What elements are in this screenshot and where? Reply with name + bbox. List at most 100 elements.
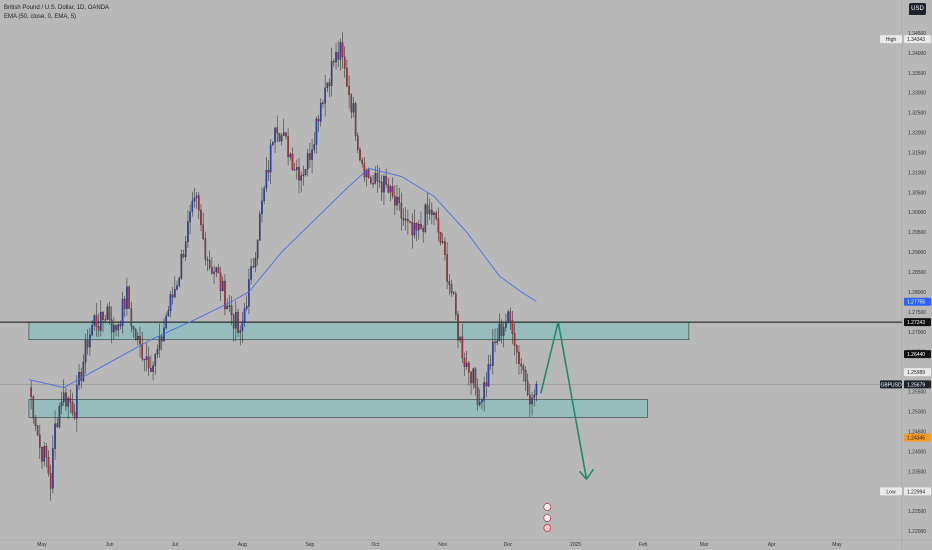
time-tick-label: Dec — [504, 542, 513, 548]
candle-body — [524, 369, 527, 382]
candle-body — [174, 289, 176, 298]
candle-body — [407, 219, 409, 222]
candle-body — [522, 365, 525, 371]
candle-body — [141, 343, 143, 360]
candle-body — [167, 310, 170, 317]
candle-body — [239, 330, 242, 333]
candle-body — [224, 280, 226, 310]
candle-body — [287, 136, 289, 158]
price-tick-label: 1.22000 — [908, 529, 926, 535]
candle-body — [221, 280, 224, 292]
event-icon-earnings[interactable] — [543, 503, 552, 511]
support-resistance-zone-2[interactable] — [28, 399, 648, 418]
high-tag — [904, 35, 931, 44]
candle-body — [176, 285, 178, 290]
candle-body — [121, 298, 124, 327]
level-3-tag — [904, 433, 931, 442]
candle-body — [156, 349, 159, 355]
candle-body — [252, 266, 255, 268]
candle-body — [394, 195, 396, 206]
ema-indicator-label: EMA (50, close, 0, EMA, 5) — [4, 14, 77, 20]
candle-body — [71, 402, 74, 413]
candle-body — [102, 312, 104, 320]
candle-body — [330, 61, 333, 86]
price-tick-label: 1.25000 — [908, 409, 926, 415]
candle-body — [119, 324, 122, 327]
candle-body — [509, 311, 512, 321]
price-tick-label: 1.28500 — [908, 270, 926, 276]
candle-body — [455, 293, 457, 315]
price-tick-label: 1.32000 — [908, 131, 926, 137]
candle-body — [291, 153, 294, 170]
candle-body — [184, 241, 187, 258]
symbol-title: British Pound / U.S. Dollar, 1D, OANDA — [4, 5, 110, 11]
high-tag-value: 1.34343 — [907, 37, 925, 43]
candle-body — [461, 336, 464, 359]
time-tick-label: 2025 — [570, 542, 581, 548]
candle-body — [367, 169, 370, 178]
candle-body — [398, 196, 400, 204]
candle-body — [76, 384, 78, 419]
candle-body — [311, 149, 313, 160]
candle-body — [206, 259, 209, 261]
price-tick-label: 1.31500 — [908, 150, 926, 156]
candle-body — [426, 204, 429, 214]
candle-body — [67, 397, 69, 407]
candle-body — [226, 305, 228, 310]
candle-body — [439, 231, 442, 243]
candle-body — [404, 219, 407, 221]
event-icon-dividend[interactable] — [543, 514, 552, 522]
candle-body — [217, 267, 220, 274]
candle-body — [245, 306, 248, 309]
resistance-line-tag — [904, 318, 931, 327]
time-tick-label: Sep — [305, 542, 314, 548]
candle-body — [376, 173, 379, 182]
price-tick-label: 1.33500 — [908, 71, 926, 77]
candle-body — [280, 135, 283, 142]
candle-body — [73, 412, 76, 419]
price-tick-label: 1.29500 — [908, 230, 926, 236]
candle-body — [315, 118, 318, 145]
candle-body — [213, 271, 215, 274]
candle-body — [535, 384, 538, 396]
candle-body — [110, 319, 113, 333]
candle-body — [485, 382, 488, 387]
candle-body — [274, 127, 276, 143]
candle-body — [492, 341, 494, 366]
candle-body — [450, 284, 453, 293]
price-tick-label: 1.24000 — [908, 449, 926, 455]
price-axis-panel — [902, 0, 932, 550]
candle-body — [507, 311, 509, 322]
time-tick-label: Nov — [438, 542, 447, 548]
candle-body — [372, 183, 374, 185]
candle-body — [84, 339, 87, 363]
last-price-tag-value: 1.25679 — [907, 382, 925, 388]
candle-body — [494, 341, 496, 343]
candle-body — [198, 195, 200, 211]
candle-body — [472, 368, 475, 384]
candle-body — [204, 238, 207, 260]
candle-body — [235, 311, 237, 329]
ema-line — [28, 167, 537, 389]
projection-arrow[interactable] — [540, 320, 588, 480]
candle-body — [346, 67, 348, 87]
ema-tag-value: 1.27755 — [907, 300, 925, 306]
event-icon-economic[interactable] — [543, 524, 552, 532]
candle-body — [324, 87, 326, 104]
price-tick-label: 1.27500 — [908, 310, 926, 316]
price-tick-label: 1.30500 — [908, 190, 926, 196]
candle-body — [211, 267, 213, 274]
candle-body — [413, 222, 416, 236]
candle-body — [45, 446, 48, 458]
support-resistance-zone-1[interactable] — [28, 321, 690, 341]
price-tick-label: 1.33000 — [908, 91, 926, 97]
candle-body — [95, 315, 98, 327]
candle-body — [293, 169, 296, 171]
currency-button[interactable]: USD — [909, 3, 926, 15]
candle-body — [487, 364, 490, 387]
candle-body — [100, 312, 102, 331]
candle-body — [265, 170, 268, 189]
